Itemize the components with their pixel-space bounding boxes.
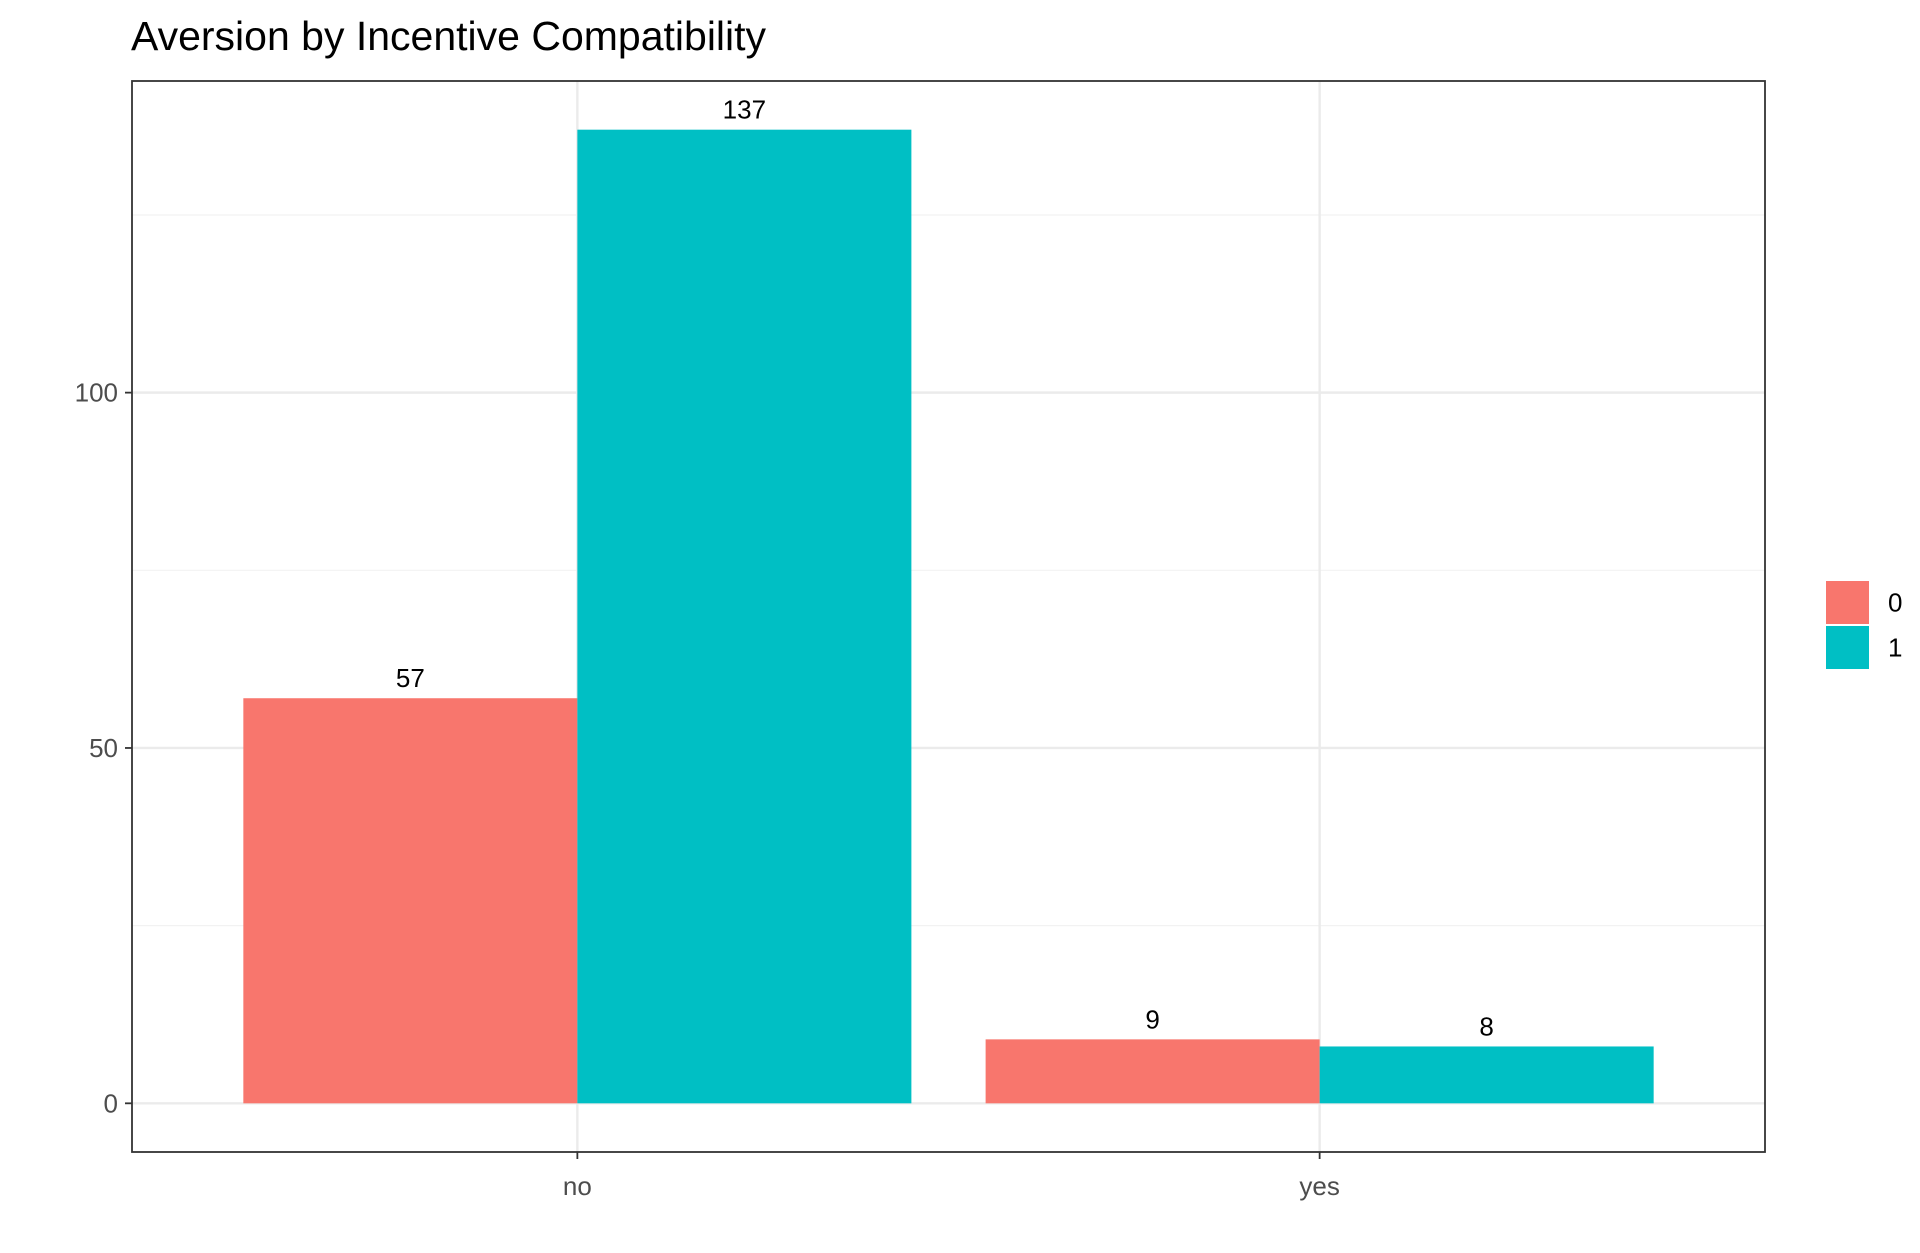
data-label: 9 — [1145, 1004, 1159, 1034]
legend-label-0: 0 — [1888, 588, 1902, 618]
legend: 01 — [1826, 581, 1902, 669]
data-label: 8 — [1479, 1011, 1493, 1041]
legend-key-0 — [1826, 581, 1869, 624]
y-tick-label: 50 — [89, 733, 118, 763]
chart-title: Aversion by Incentive Compatibility — [131, 13, 767, 59]
x-tick-label: yes — [1299, 1171, 1339, 1201]
bar — [1319, 1046, 1654, 1104]
x-tick-label: no — [563, 1171, 592, 1201]
bar — [985, 1039, 1320, 1104]
y-tick-label: 100 — [75, 378, 118, 408]
panel-border — [131, 80, 1766, 1153]
plot-area: 57 9 137 8 0 50 100 no yes — [75, 80, 1766, 1201]
bar — [243, 698, 578, 1104]
legend-label-1: 1 — [1888, 633, 1902, 663]
legend-key-1 — [1826, 626, 1869, 669]
data-label: 137 — [723, 95, 766, 125]
data-label: 57 — [396, 663, 425, 693]
y-tick-label: 0 — [104, 1088, 118, 1118]
bar — [577, 129, 912, 1104]
